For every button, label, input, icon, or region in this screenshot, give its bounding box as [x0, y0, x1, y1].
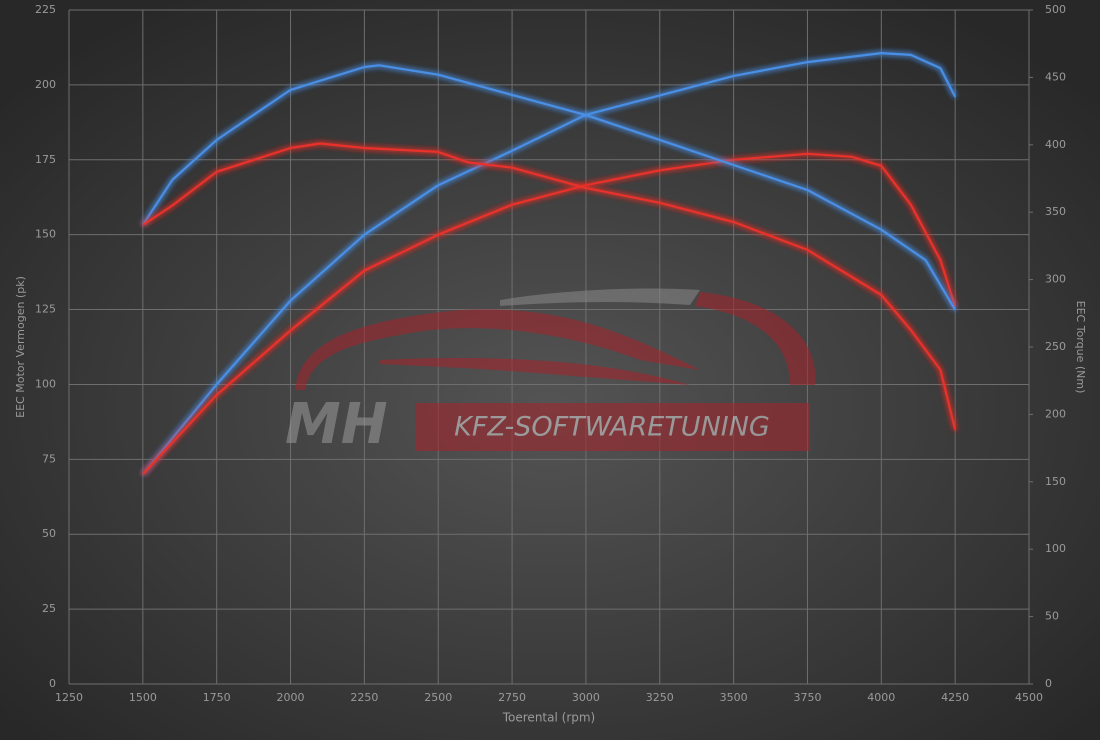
y2-tick-label: 50	[1045, 610, 1059, 623]
y2-tick-label: 250	[1045, 340, 1066, 353]
y-tick-label: 100	[35, 377, 56, 390]
x-tick-label: 4000	[867, 691, 895, 704]
y2-tick-label: 300	[1045, 273, 1066, 286]
x-tick-label: 1500	[129, 691, 157, 704]
watermark-box	[415, 403, 810, 451]
car-line	[380, 358, 690, 385]
watermark: MH KFZ-SOFTWARETUNING	[285, 288, 816, 457]
x-tick-label: 3000	[572, 691, 600, 704]
car-stripe	[500, 288, 700, 306]
y-tick-label: 225	[35, 3, 56, 16]
y2-axis-title: EEC Torque (Nm)	[1074, 301, 1087, 394]
x-tick-label: 3500	[720, 691, 748, 704]
car-roof	[295, 309, 700, 390]
y2-tick-label: 500	[1045, 3, 1066, 16]
y2-tick-label: 0	[1045, 677, 1052, 690]
series-line	[142, 142, 957, 431]
y2-tick-label: 400	[1045, 138, 1066, 151]
y-tick-label: 0	[49, 677, 56, 690]
x-tick-label: 1750	[203, 691, 231, 704]
x-tick-label: 2000	[277, 691, 305, 704]
x-tick-label: 4250	[941, 691, 969, 704]
x-tick-label: 2250	[350, 691, 378, 704]
x-tick-label: 3750	[793, 691, 821, 704]
series-line	[141, 51, 957, 475]
y-axis-title: EEC Motor Vermogen (pk)	[14, 276, 27, 418]
y2-tick-label: 350	[1045, 205, 1066, 218]
car-front	[695, 292, 816, 385]
x-tick-label: 2500	[424, 691, 452, 704]
x-tick-label: 2750	[498, 691, 526, 704]
watermark-text: KFZ-SOFTWARETUNING	[454, 412, 770, 443]
y-tick-label: 25	[42, 602, 56, 615]
y2-tick-label: 150	[1045, 475, 1066, 488]
y2-tick-label: 450	[1045, 70, 1066, 83]
y2-tick-label: 100	[1045, 542, 1066, 555]
y2-tick-label: 200	[1045, 407, 1066, 420]
y-tick-label: 200	[35, 78, 56, 91]
x-tick-label: 3250	[646, 691, 674, 704]
y-tick-label: 125	[35, 303, 56, 316]
y-tick-label: 150	[35, 228, 56, 241]
y-tick-label: 75	[42, 452, 56, 465]
x-axis-title: Toerental (rpm)	[502, 711, 595, 725]
series-line	[141, 152, 957, 476]
y-tick-label: 50	[42, 527, 56, 540]
x-tick-label: 1250	[55, 691, 83, 704]
series-line	[141, 64, 957, 311]
watermark-logo: MH	[285, 392, 388, 457]
y-tick-label: 175	[35, 153, 56, 166]
x-tick-label: 4500	[1015, 691, 1043, 704]
